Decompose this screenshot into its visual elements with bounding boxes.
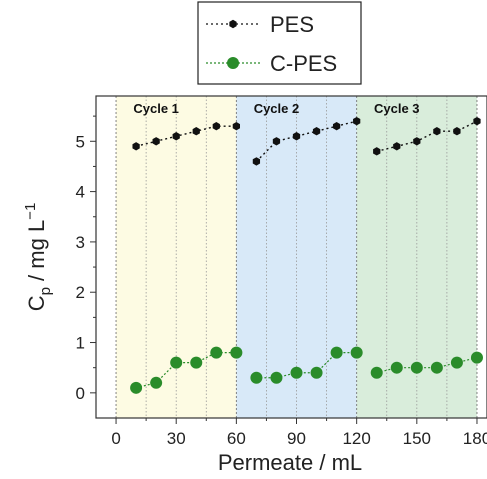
- y-tick-label: 1: [76, 334, 85, 353]
- x-tick-label: 60: [227, 429, 246, 448]
- dotted-guide-lines: [115, 96, 478, 418]
- data-point-pes: [473, 116, 481, 126]
- x-tick-label: 30: [167, 429, 186, 448]
- y-axis-label-sub: p: [37, 287, 54, 295]
- data-point-pes: [433, 127, 441, 136]
- data-point-c-pes: [230, 346, 243, 359]
- y-tick-label: 2: [76, 283, 85, 302]
- data-point-pes: [152, 137, 160, 146]
- data-point-c-pes: [330, 346, 343, 359]
- data-point-c-pes: [290, 366, 303, 379]
- y-tick-label: 4: [76, 183, 85, 202]
- y-tick-label: 0: [76, 384, 85, 403]
- data-point-pes: [252, 157, 261, 166]
- data-point-pes: [172, 132, 180, 141]
- legend-box: [197, 1, 362, 85]
- data-point-pes: [272, 137, 281, 146]
- legend-marker-pes: [229, 19, 237, 29]
- y-axis-label-unit: / mg L: [24, 220, 49, 287]
- data-point-c-pes: [170, 356, 183, 369]
- data-point-c-pes: [130, 381, 143, 394]
- data-point-pes: [212, 121, 220, 131]
- data-point-c-pes: [210, 346, 223, 359]
- x-axis-label: Permeate / mL: [218, 450, 362, 475]
- data-point-c-pes: [410, 361, 423, 374]
- x-axis-ticks: 0 30 60 90 120 150 180: [111, 418, 487, 448]
- data-point-pes: [353, 116, 361, 126]
- x-tick-label: 120: [342, 429, 370, 448]
- y-tick-label: 5: [76, 132, 85, 151]
- data-point-pes: [393, 142, 401, 151]
- data-point-c-pes: [430, 361, 443, 374]
- data-point-pes: [232, 121, 240, 131]
- y-axis-label-exp: −1: [22, 203, 39, 220]
- data-point-pes: [132, 142, 140, 151]
- data-point-c-pes: [150, 376, 163, 389]
- data-point-c-pes: [390, 361, 403, 374]
- data-point-pes: [453, 127, 461, 136]
- legend: PES C-PES: [197, 1, 362, 85]
- x-tick-label: 0: [111, 429, 120, 448]
- legend-marker-c-pes: [227, 57, 239, 69]
- data-point-pes: [312, 127, 321, 136]
- data-series: [130, 116, 483, 394]
- data-point-c-pes: [250, 371, 263, 384]
- cycle-label-1: Cycle 1: [133, 101, 179, 116]
- y-axis-label-main: C: [24, 295, 49, 311]
- x-tick-label: 180: [463, 429, 487, 448]
- y-tick-label: 3: [76, 233, 85, 252]
- y-axis-label: Cp / mg L−1: [22, 203, 54, 312]
- data-point-c-pes: [270, 371, 283, 384]
- cycle-label-2: Cycle 2: [254, 101, 300, 116]
- legend-label-pes: PES: [270, 12, 314, 37]
- data-point-c-pes: [350, 346, 363, 359]
- data-point-pes: [332, 121, 341, 131]
- data-point-pes: [413, 137, 421, 146]
- y-axis-ticks: 0 1 2 3 4 5: [76, 115, 96, 403]
- data-point-c-pes: [190, 356, 203, 369]
- cycle-labels: Cycle 1 Cycle 2 Cycle 3: [133, 101, 419, 116]
- cycle-label-3: Cycle 3: [374, 101, 420, 116]
- x-tick-label: 90: [287, 429, 306, 448]
- plot-frame: [95, 95, 487, 419]
- data-point-pes: [192, 127, 200, 136]
- legend-label-c-pes: C-PES: [270, 51, 337, 76]
- data-point-c-pes: [310, 366, 323, 379]
- data-point-c-pes: [470, 351, 483, 364]
- data-point-pes: [292, 132, 301, 141]
- x-tick-label: 150: [403, 429, 431, 448]
- data-point-pes: [373, 147, 381, 156]
- data-point-c-pes: [450, 356, 463, 369]
- data-point-c-pes: [370, 366, 383, 379]
